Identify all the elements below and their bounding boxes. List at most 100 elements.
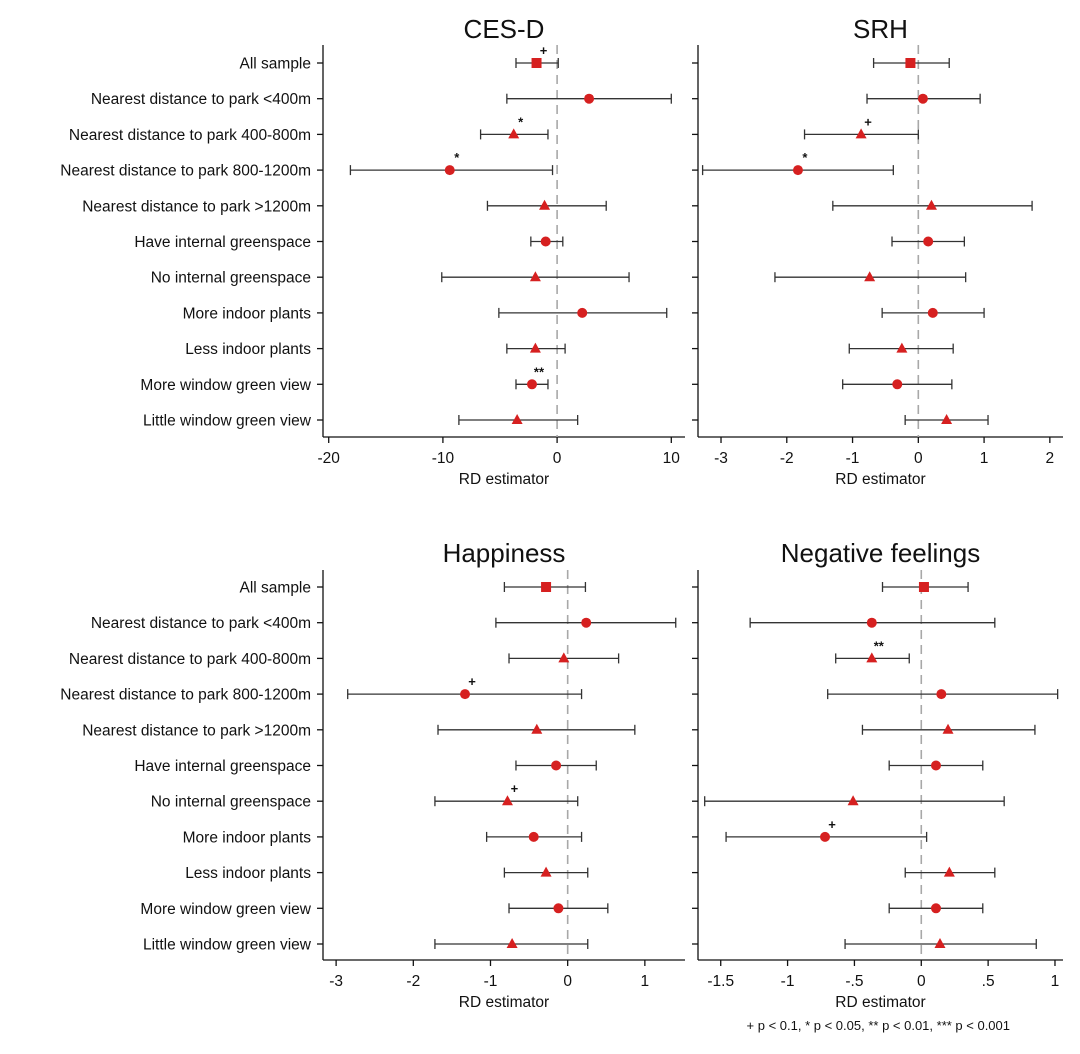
row-label: Nearest distance to park 400-800m	[69, 651, 311, 668]
chart-panel-1: SRH -3 -2 -1 0 1 2 RD estimator + *	[692, 14, 1063, 488]
x-tick-label: 10	[663, 450, 681, 467]
x-tick-label: -3	[714, 450, 728, 467]
row-label: Nearest distance to park >1200m	[82, 198, 311, 215]
point-estimate-triangle	[531, 723, 543, 734]
point-estimate-triangle	[855, 128, 867, 139]
x-axis-title: RD estimator	[459, 471, 549, 488]
point-estimate-triangle	[942, 723, 954, 734]
significance-marker: *	[518, 114, 524, 129]
point-estimate-circle	[526, 379, 537, 390]
significance-marker: +	[540, 43, 548, 58]
point-estimate-triangle	[508, 128, 520, 139]
point-estimate-triangle	[529, 342, 541, 353]
point-estimate-square	[541, 582, 552, 592]
row-label: Have internal greenspace	[134, 758, 311, 775]
panel-title: SRH	[853, 14, 908, 44]
point-estimate-triangle	[934, 938, 946, 948]
x-tick-label: 0	[563, 973, 572, 990]
chart-panel-3: Negative feelings -1.5 -1 -.5 0 .5 1 RD estimat…	[692, 538, 1063, 1011]
point-estimate-triangle	[943, 866, 955, 877]
x-tick-label: 0	[914, 450, 923, 467]
panel-title: CES-D	[464, 14, 545, 44]
point-estimate-circle	[528, 831, 539, 842]
row-label: More indoor plants	[183, 829, 312, 846]
point-estimate-circle	[577, 307, 588, 318]
x-tick-label: .5	[982, 973, 995, 990]
panel-title: Happiness	[443, 538, 566, 568]
point-estimate-square	[905, 58, 916, 68]
point-estimate-circle	[923, 236, 934, 247]
x-tick-label: 1	[1051, 973, 1060, 990]
x-axis-title: RD estimator	[835, 471, 925, 488]
row-label: All sample	[240, 580, 312, 597]
row-label: More window green view	[140, 901, 311, 918]
point-estimate-circle	[936, 689, 947, 700]
significance-marker: +	[828, 817, 836, 832]
x-axis-title: RD estimator	[835, 994, 925, 1011]
point-estimate-square	[918, 582, 929, 592]
point-estimate-circle	[584, 93, 595, 104]
row-label: Have internal greenspace	[134, 234, 311, 251]
significance-marker: +	[864, 114, 872, 129]
row-label: Nearest distance to park >1200m	[82, 722, 311, 739]
row-label: No internal greenspace	[151, 794, 311, 811]
significance-marker: *	[454, 150, 460, 165]
point-estimate-triangle	[506, 938, 518, 948]
point-estimate-triangle	[925, 199, 937, 210]
x-tick-label: -1.5	[707, 973, 734, 990]
row-label: Little window green view	[143, 413, 312, 430]
point-estimate-triangle	[941, 414, 953, 424]
row-label: More indoor plants	[183, 305, 312, 322]
x-tick-label: -2	[780, 450, 794, 467]
point-estimate-triangle	[866, 652, 878, 663]
point-estimate-circle	[553, 903, 564, 914]
x-tick-label: -1	[484, 973, 498, 990]
significance-marker: *	[802, 150, 808, 165]
row-label: Nearest distance to park <400m	[91, 91, 311, 108]
x-tick-label: -.5	[845, 973, 863, 990]
point-estimate-circle	[792, 165, 803, 176]
point-estimate-triangle	[540, 866, 552, 877]
row-label: No internal greenspace	[151, 270, 311, 287]
row-label: More window green view	[140, 377, 311, 394]
point-estimate-circle	[917, 93, 928, 104]
point-estimate-triangle	[529, 271, 541, 282]
point-estimate-circle	[930, 903, 941, 914]
x-tick-label: 0	[917, 973, 926, 990]
point-estimate-circle	[581, 617, 592, 628]
significance-marker: +	[468, 674, 476, 689]
point-estimate-triangle	[501, 795, 513, 806]
significance-marker: **	[534, 364, 545, 379]
point-estimate-circle	[820, 831, 831, 842]
row-label: All sample	[240, 56, 312, 73]
chart-panel-0: CES-D -20 -10 0 10 RD estimator All sample + Nea…	[60, 14, 685, 488]
row-label: Nearest distance to park 800-1200m	[60, 163, 311, 180]
row-label: Less indoor plants	[185, 341, 311, 358]
significance-marker: +	[511, 781, 519, 796]
point-estimate-circle	[540, 236, 551, 247]
point-estimate-triangle	[539, 199, 551, 210]
chart-panel-2: Happiness -3 -2 -1 0 1 RD estimator All sample N…	[60, 538, 685, 1011]
row-label: Nearest distance to park 800-1200m	[60, 687, 311, 704]
x-tick-label: -10	[432, 450, 455, 467]
x-tick-label: -1	[781, 973, 795, 990]
point-estimate-circle	[892, 379, 903, 390]
point-estimate-triangle	[896, 342, 908, 353]
x-axis-title: RD estimator	[459, 994, 549, 1011]
point-estimate-circle	[551, 760, 562, 771]
significance-footnote: + p < 0.1, * p < 0.05, ** p < 0.01, *** …	[746, 1018, 1010, 1033]
x-tick-label: 2	[1046, 450, 1055, 467]
point-estimate-triangle	[511, 414, 523, 424]
row-label: Less indoor plants	[185, 865, 311, 882]
x-tick-label: 1	[641, 973, 650, 990]
point-estimate-triangle	[558, 652, 570, 663]
row-label: Little window green view	[143, 937, 312, 954]
x-tick-label: -20	[318, 450, 341, 467]
x-tick-label: 1	[980, 450, 989, 467]
x-tick-label: -1	[846, 450, 860, 467]
panel-title: Negative feelings	[781, 538, 980, 568]
x-tick-label: -3	[329, 973, 343, 990]
x-tick-label: -2	[406, 973, 420, 990]
row-label: Nearest distance to park 400-800m	[69, 127, 311, 144]
